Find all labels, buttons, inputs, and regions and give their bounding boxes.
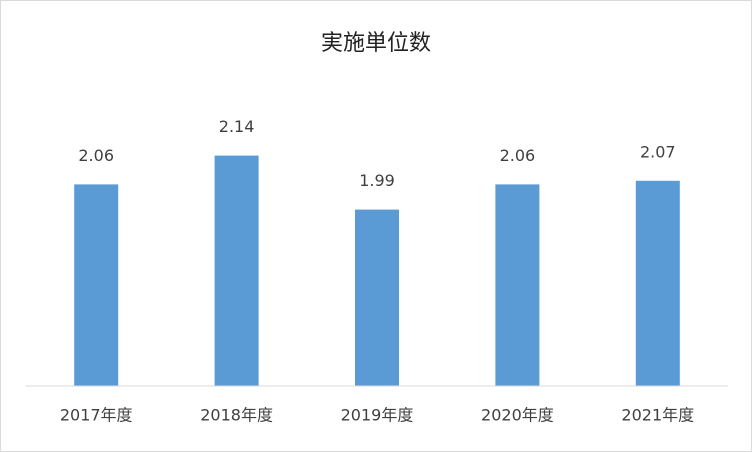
bar: [214, 155, 259, 386]
x-tick-label: 2019年度: [341, 406, 414, 425]
chart-title: 実施単位数: [321, 31, 431, 56]
x-tick-label: 2018年度: [200, 406, 273, 425]
data-label: 2.06: [500, 146, 536, 165]
x-tick-label: 2020年度: [481, 406, 554, 425]
x-tick-label: 2021年度: [621, 406, 694, 425]
bar: [635, 180, 680, 386]
data-label: 2.07: [640, 142, 676, 161]
x-tick-label: 2017年度: [60, 406, 133, 425]
bar: [495, 184, 540, 386]
bar: [355, 209, 399, 386]
data-label: 1.99: [359, 171, 395, 190]
data-label: 2.06: [78, 146, 114, 165]
bar: [74, 184, 119, 386]
data-label: 2.14: [219, 117, 255, 136]
